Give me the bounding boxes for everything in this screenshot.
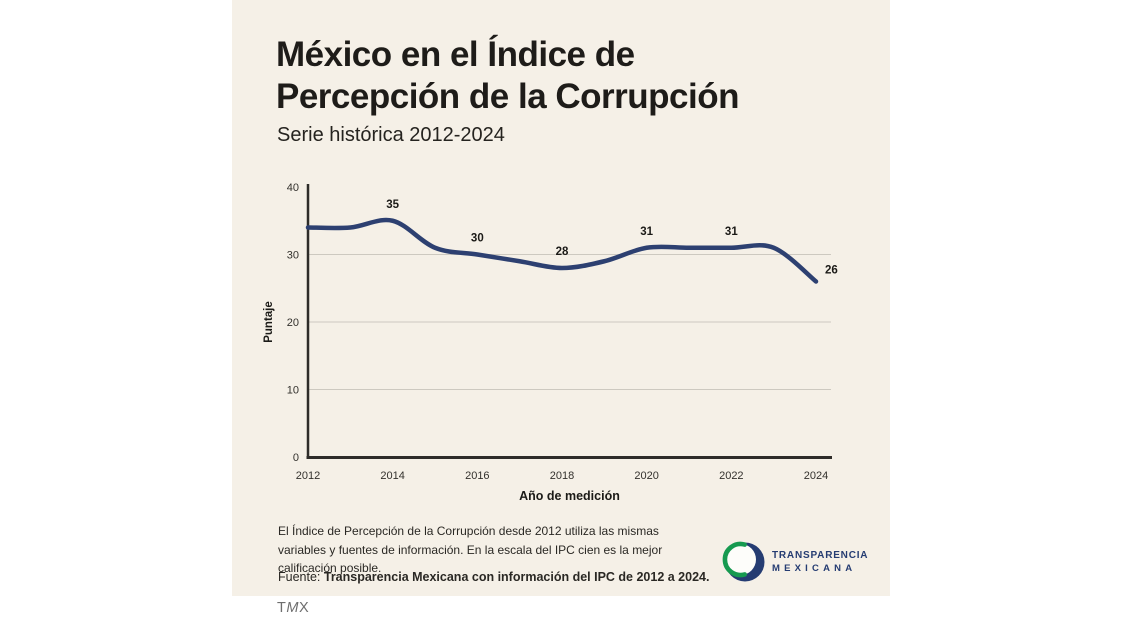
logo-wordmark: TRANSPARENCIA MEXICANA <box>772 549 868 575</box>
footnote: El Índice de Percepción de la Corrupción… <box>278 522 662 578</box>
footnote-line-2: variables y fuentes de información. En l… <box>278 542 663 557</box>
source-label: Fuente: <box>278 570 321 584</box>
x-axis-tick-label: 2018 <box>550 470 574 482</box>
title-line-1: México en el Índice de <box>276 35 635 74</box>
page-title: México en el Índice de Percepción de la … <box>276 34 740 118</box>
source-text: Transparencia Mexicana con información d… <box>323 570 710 584</box>
x-axis-tick-label: 2022 <box>719 470 743 482</box>
data-point-label: 26 <box>825 265 838 277</box>
x-axis-tick-label: 2024 <box>804 470 828 482</box>
source-line: Fuente: Transparencia Mexicana con infor… <box>278 570 709 584</box>
x-axis-tick-label: 2014 <box>380 470 404 482</box>
data-point-label: 31 <box>640 226 653 238</box>
y-axis-tick-label: 40 <box>287 182 299 194</box>
x-axis-tick-label: 2020 <box>634 470 658 482</box>
logo-line-transparencia: TRANSPARENCIA <box>772 550 869 561</box>
data-point-label: 35 <box>386 199 399 211</box>
y-axis-title: Puntaje <box>263 301 275 343</box>
x-axis-tick-label: 2012 <box>296 470 320 482</box>
transparencia-mexicana-logo: TRANSPARENCIA MEXICANA <box>721 539 868 585</box>
footnote-line-3: calificación posible. <box>278 561 382 575</box>
y-axis-tick-label: 20 <box>287 317 299 329</box>
y-axis-tick-label: 0 <box>293 452 299 464</box>
data-point-label: 31 <box>725 226 738 238</box>
line-chart: 0 10 20 30 40 2012 2014 2016 2018 2020 2022 2024 Pun… <box>263 182 838 503</box>
infographic-card: México en el Índice de Percepción de la … <box>232 0 890 596</box>
footnote-line-1: El Índice de Percepción de la Corrupción… <box>278 524 659 538</box>
logo-circle-icon <box>722 541 765 582</box>
page-subtitle: Serie histórica 2012-2024 <box>277 124 505 146</box>
title-line-2: Percepción de la Corrupción <box>276 77 740 116</box>
x-axis-title: Año de medición <box>519 489 620 503</box>
data-point-label: 28 <box>556 246 569 258</box>
y-axis-tick-label: 30 <box>287 250 299 262</box>
y-axis-tick-label: 10 <box>287 385 299 397</box>
logo-line-mexicana: MEXICANA <box>772 563 857 574</box>
trend-line <box>305 217 819 284</box>
tmx-watermark: TMX <box>277 600 310 616</box>
data-point-label: 30 <box>471 233 484 245</box>
x-axis-tick-label: 2016 <box>465 470 489 482</box>
